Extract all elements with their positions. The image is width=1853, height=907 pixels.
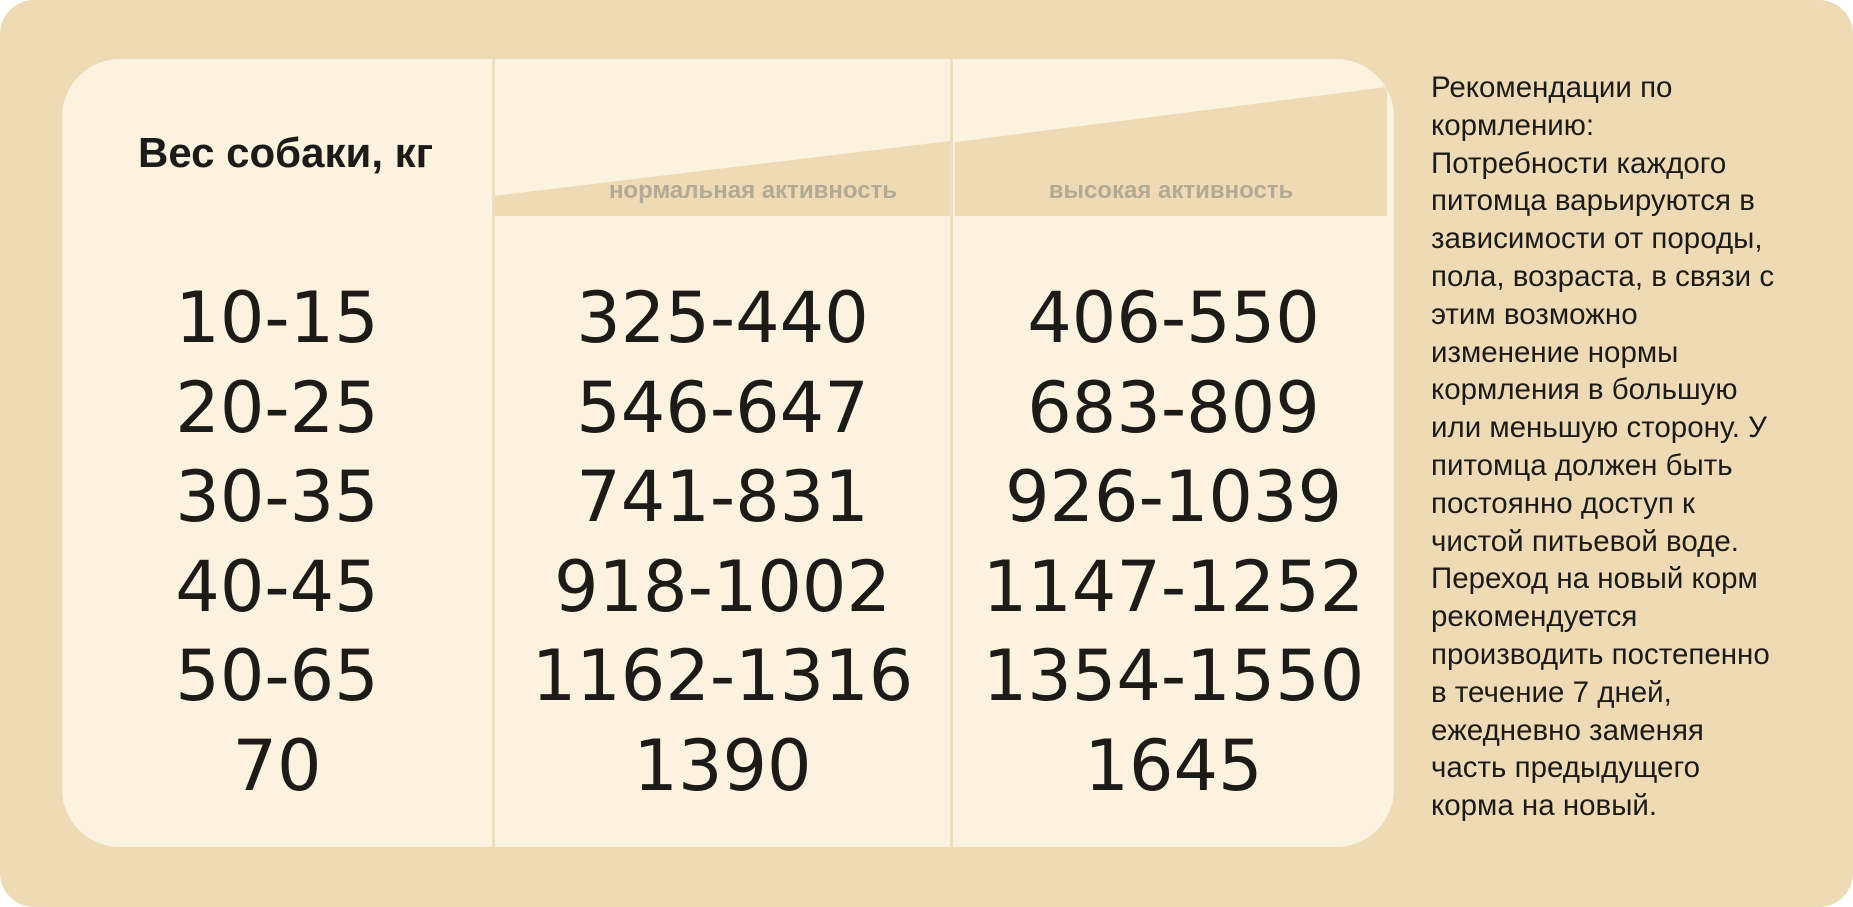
high-activity-value: 1147-1252 <box>982 545 1365 628</box>
high-activity-value: 926-1039 <box>1004 456 1342 538</box>
high-activity-wedge <box>955 87 1387 216</box>
note-line: корма на новый. <box>1431 789 1658 823</box>
note-line: Рекомендации по <box>1431 71 1673 104</box>
note-line: ежедневно заменяя <box>1431 713 1704 747</box>
high-activity-value: 683-809 <box>1027 366 1320 449</box>
note-line: зависимости от породы, <box>1431 222 1763 256</box>
note-line: кормлению: <box>1431 108 1595 142</box>
normal-activity-value: 546-647 <box>576 366 869 449</box>
note-line: в течение 7 дней, <box>1431 675 1672 709</box>
high-activity-value: 1645 <box>1084 724 1263 807</box>
note-line: рекомендуется <box>1431 600 1638 634</box>
normal-activity-column: 325-440 546-647 741-831 918-1002 1162-1316 13… <box>495 59 950 847</box>
note-line: кормления в большую <box>1431 373 1738 407</box>
column-divider-1 <box>492 59 495 847</box>
note-line: этим возможно <box>1431 297 1638 331</box>
normal-activity-value: 918-1002 <box>553 545 891 628</box>
weight-value: 70 <box>232 724 322 807</box>
note-line: питомца варьируются в <box>1431 184 1755 218</box>
note-line: питомца должен быть <box>1431 448 1733 482</box>
note-line: постоянно доступ к <box>1431 486 1695 520</box>
weight-value: 30-35 <box>175 456 379 538</box>
note-line: или меньшую сторону. У <box>1431 411 1767 445</box>
note-line: Потребности каждого <box>1431 146 1727 180</box>
weight-column-header: Вес собаки, кг <box>138 129 434 176</box>
weight-column: 10-15 20-25 30-35 40-45 50-65 70 <box>62 59 492 847</box>
column-divider-2 <box>950 59 953 847</box>
normal-activity-value: 741-831 <box>576 456 869 538</box>
note-line: Переход на новый корм <box>1431 562 1758 596</box>
high-activity-value: 1354-1550 <box>982 635 1365 717</box>
normal-activity-label: нормальная активность <box>608 177 898 204</box>
note-line: пола, возраста, в связи с <box>1431 259 1775 293</box>
normal-activity-value: 1162-1316 <box>531 635 914 717</box>
weight-value: 10-15 <box>175 277 379 359</box>
weight-value: 20-25 <box>175 366 379 449</box>
feeding-table-card: Вес собаки, кг нормальная активность выс… <box>62 59 1394 847</box>
high-activity-label: высокая активность <box>1048 177 1294 204</box>
weight-value: 50-65 <box>175 635 379 717</box>
normal-activity-value: 1390 <box>633 724 812 807</box>
feeding-recommendations-text: Рекомендации по кормлению: Потребности каж… <box>1431 69 1831 825</box>
note-line: изменение нормы <box>1431 335 1679 369</box>
weight-value: 40-45 <box>175 545 379 628</box>
activity-header-wedges <box>493 87 1387 216</box>
normal-activity-value: 325-440 <box>576 277 869 359</box>
normal-activity-wedge <box>493 141 950 216</box>
note-line: часть предыдущего <box>1431 751 1700 785</box>
high-activity-value: 406-550 <box>1027 277 1320 359</box>
note-line: производить постепенно <box>1431 637 1770 671</box>
high-activity-column: 406-550 683-809 926-1039 1147-1252 1354-1550… <box>953 59 1394 847</box>
note-line: чистой питьевой воде. <box>1431 524 1739 558</box>
